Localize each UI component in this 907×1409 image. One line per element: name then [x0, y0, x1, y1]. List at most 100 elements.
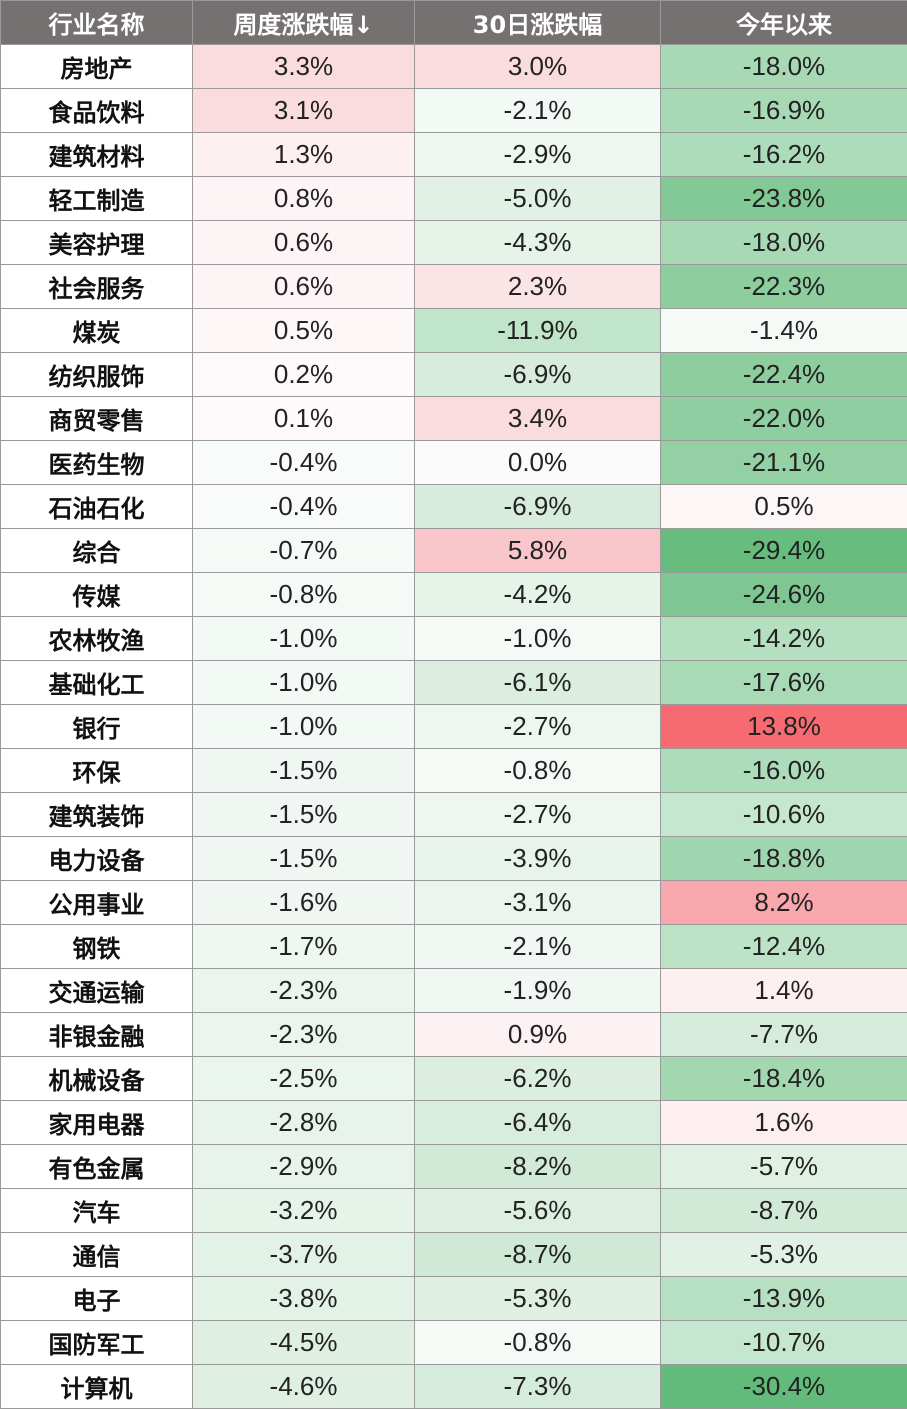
weekly-change-cell: -1.5% [192, 792, 415, 837]
table-row: 环保 -1.5% -0.8% -16.0% [0, 748, 907, 793]
table-row: 银行 -1.0% -2.7% 13.8% [0, 704, 907, 749]
day30-change-cell: -6.1% [414, 660, 661, 705]
industry-name-cell: 银行 [0, 704, 193, 749]
industry-name-cell: 公用事业 [0, 880, 193, 925]
table-row: 食品饮料 3.1% -2.1% -16.9% [0, 88, 907, 133]
industry-name-cell: 交通运输 [0, 968, 193, 1013]
day30-change-cell: -0.8% [414, 1320, 661, 1365]
industry-name-cell: 美容护理 [0, 220, 193, 265]
header-weekly-change[interactable]: 周度涨跌幅↓ [192, 0, 415, 45]
industry-name-cell: 通信 [0, 1232, 193, 1277]
weekly-change-cell: -0.8% [192, 572, 415, 617]
weekly-change-cell: 3.3% [192, 44, 415, 89]
ytd-change-cell: -14.2% [660, 616, 907, 661]
weekly-change-cell: 3.1% [192, 88, 415, 133]
table-row: 计算机 -4.6% -7.3% -30.4% [0, 1364, 907, 1409]
ytd-change-cell: -5.7% [660, 1144, 907, 1189]
ytd-change-cell: 13.8% [660, 704, 907, 749]
ytd-change-cell: -7.7% [660, 1012, 907, 1057]
industry-name-cell: 电子 [0, 1276, 193, 1321]
industry-name-cell: 煤炭 [0, 308, 193, 353]
ytd-change-cell: -18.8% [660, 836, 907, 881]
day30-change-cell: -4.2% [414, 572, 661, 617]
ytd-change-cell: -18.4% [660, 1056, 907, 1101]
table-row: 钢铁 -1.7% -2.1% -12.4% [0, 924, 907, 969]
ytd-change-cell: 0.5% [660, 484, 907, 529]
day30-change-cell: -5.0% [414, 176, 661, 221]
day30-change-cell: -8.2% [414, 1144, 661, 1189]
industry-name-cell: 基础化工 [0, 660, 193, 705]
weekly-change-cell: -2.8% [192, 1100, 415, 1145]
industry-name-cell: 机械设备 [0, 1056, 193, 1101]
industry-name-cell: 钢铁 [0, 924, 193, 969]
industry-name-cell: 农林牧渔 [0, 616, 193, 661]
ytd-change-cell: -29.4% [660, 528, 907, 573]
day30-change-cell: -5.3% [414, 1276, 661, 1321]
ytd-change-cell: -21.1% [660, 440, 907, 485]
weekly-change-cell: -2.5% [192, 1056, 415, 1101]
industry-name-cell: 商贸零售 [0, 396, 193, 441]
ytd-change-cell: -1.4% [660, 308, 907, 353]
ytd-change-cell: -23.8% [660, 176, 907, 221]
industry-name-cell: 电力设备 [0, 836, 193, 881]
table-row: 通信 -3.7% -8.7% -5.3% [0, 1232, 907, 1277]
industry-name-cell: 食品饮料 [0, 88, 193, 133]
industry-name-cell: 轻工制造 [0, 176, 193, 221]
weekly-change-cell: -0.4% [192, 440, 415, 485]
day30-change-cell: -6.2% [414, 1056, 661, 1101]
day30-change-cell: 5.8% [414, 528, 661, 573]
table-row: 建筑装饰 -1.5% -2.7% -10.6% [0, 792, 907, 837]
ytd-change-cell: -16.2% [660, 132, 907, 177]
weekly-change-cell: -0.4% [192, 484, 415, 529]
table-row: 交通运输 -2.3% -1.9% 1.4% [0, 968, 907, 1013]
day30-change-cell: 3.0% [414, 44, 661, 89]
day30-change-cell: -2.7% [414, 704, 661, 749]
weekly-change-cell: -1.5% [192, 748, 415, 793]
ytd-change-cell: -22.4% [660, 352, 907, 397]
weekly-change-cell: 0.6% [192, 220, 415, 265]
table-row: 商贸零售 0.1% 3.4% -22.0% [0, 396, 907, 441]
industry-name-cell: 国防军工 [0, 1320, 193, 1365]
ytd-change-cell: -12.4% [660, 924, 907, 969]
day30-change-cell: -0.8% [414, 748, 661, 793]
day30-change-cell: -5.6% [414, 1188, 661, 1233]
header-row: 行业名称 周度涨跌幅↓ 30日涨跌幅 今年以来 [0, 0, 907, 45]
industry-name-cell: 医药生物 [0, 440, 193, 485]
day30-change-cell: 0.9% [414, 1012, 661, 1057]
day30-change-cell: -1.9% [414, 968, 661, 1013]
ytd-change-cell: -8.7% [660, 1188, 907, 1233]
table-row: 非银金融 -2.3% 0.9% -7.7% [0, 1012, 907, 1057]
day30-change-cell: -2.1% [414, 88, 661, 133]
day30-change-cell: 2.3% [414, 264, 661, 309]
day30-change-cell: -3.9% [414, 836, 661, 881]
weekly-change-cell: 0.5% [192, 308, 415, 353]
industry-name-cell: 综合 [0, 528, 193, 573]
table-body: 房地产 3.3% 3.0% -18.0% 食品饮料 3.1% -2.1% -16.9% 建筑材料… [0, 44, 907, 1409]
ytd-change-cell: -17.6% [660, 660, 907, 705]
ytd-change-cell: -16.0% [660, 748, 907, 793]
industry-name-cell: 建筑装饰 [0, 792, 193, 837]
day30-change-cell: -4.3% [414, 220, 661, 265]
weekly-change-cell: -2.9% [192, 1144, 415, 1189]
ytd-change-cell: -5.3% [660, 1232, 907, 1277]
header-ytd-change[interactable]: 今年以来 [660, 0, 907, 45]
weekly-change-cell: -3.7% [192, 1232, 415, 1277]
table-row: 农林牧渔 -1.0% -1.0% -14.2% [0, 616, 907, 661]
weekly-change-cell: -3.8% [192, 1276, 415, 1321]
table-row: 综合 -0.7% 5.8% -29.4% [0, 528, 907, 573]
ytd-change-cell: -10.6% [660, 792, 907, 837]
table-row: 基础化工 -1.0% -6.1% -17.6% [0, 660, 907, 705]
day30-change-cell: 0.0% [414, 440, 661, 485]
day30-change-cell: -7.3% [414, 1364, 661, 1409]
header-30day-change[interactable]: 30日涨跌幅 [414, 0, 661, 45]
weekly-change-cell: -1.0% [192, 616, 415, 661]
industry-name-cell: 汽车 [0, 1188, 193, 1233]
table-row: 汽车 -3.2% -5.6% -8.7% [0, 1188, 907, 1233]
ytd-change-cell: 1.4% [660, 968, 907, 1013]
day30-change-cell: 3.4% [414, 396, 661, 441]
header-industry-name[interactable]: 行业名称 [0, 0, 193, 45]
weekly-change-cell: -4.6% [192, 1364, 415, 1409]
industry-name-cell: 有色金属 [0, 1144, 193, 1189]
table-row: 有色金属 -2.9% -8.2% -5.7% [0, 1144, 907, 1189]
